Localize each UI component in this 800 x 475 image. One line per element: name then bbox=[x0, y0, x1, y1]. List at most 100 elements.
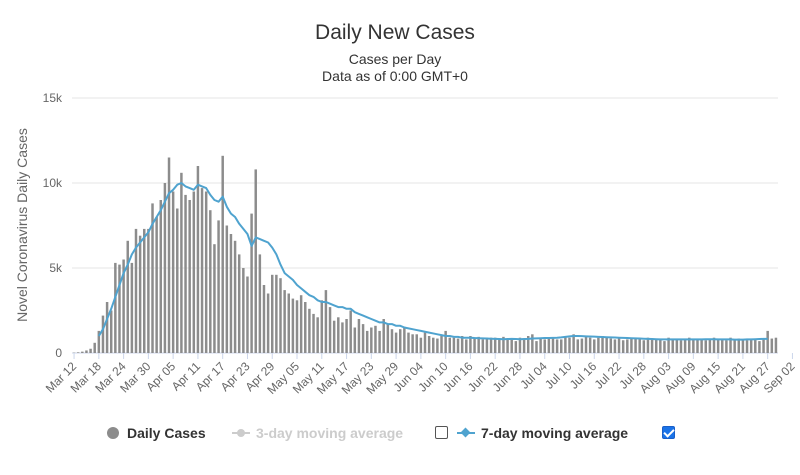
daily-cases-bar[interactable] bbox=[754, 338, 757, 353]
daily-cases-bar[interactable] bbox=[254, 169, 257, 353]
daily-cases-bar[interactable] bbox=[378, 330, 381, 353]
daily-cases-bar[interactable] bbox=[279, 278, 282, 353]
daily-cases-bar[interactable] bbox=[357, 319, 361, 353]
daily-cases-bar[interactable] bbox=[85, 350, 88, 353]
daily-cases-bar[interactable] bbox=[460, 336, 464, 353]
daily-cases-bar[interactable] bbox=[502, 336, 505, 353]
daily-cases-bar[interactable] bbox=[275, 274, 278, 353]
daily-cases-bar[interactable] bbox=[432, 337, 435, 353]
daily-cases-bar[interactable] bbox=[568, 337, 571, 353]
daily-cases-bar[interactable] bbox=[605, 337, 608, 353]
daily-cases-bar[interactable] bbox=[155, 217, 158, 353]
daily-cases-bar[interactable] bbox=[456, 338, 460, 353]
daily-cases-bar[interactable] bbox=[407, 332, 410, 353]
daily-cases-bar[interactable] bbox=[452, 337, 456, 353]
legend-3-day-average[interactable]: 3-day moving average bbox=[232, 420, 403, 446]
daily-cases-bar[interactable] bbox=[192, 191, 196, 354]
daily-cases-bar[interactable] bbox=[551, 338, 555, 353]
daily-cases-bar[interactable] bbox=[147, 228, 150, 353]
daily-cases-bar[interactable] bbox=[436, 338, 439, 353]
daily-cases-bar[interactable] bbox=[749, 339, 753, 353]
daily-cases-bar[interactable] bbox=[588, 337, 592, 353]
daily-cases-bar[interactable] bbox=[262, 285, 266, 353]
daily-cases-bar[interactable] bbox=[163, 183, 167, 353]
daily-cases-bar[interactable] bbox=[225, 225, 229, 354]
daily-cases-bar[interactable] bbox=[498, 339, 501, 353]
daily-cases-bar[interactable] bbox=[518, 337, 522, 353]
daily-cases-bar[interactable] bbox=[229, 234, 233, 353]
daily-cases-bar[interactable] bbox=[328, 307, 332, 353]
daily-cases-bar[interactable] bbox=[97, 330, 101, 353]
daily-cases-bar[interactable] bbox=[130, 262, 134, 353]
daily-cases-bar[interactable] bbox=[774, 337, 778, 353]
daily-cases-bar[interactable] bbox=[196, 166, 200, 353]
daily-cases-bar[interactable] bbox=[246, 276, 249, 354]
daily-cases-bar[interactable] bbox=[593, 339, 596, 353]
daily-cases-bar[interactable] bbox=[138, 235, 142, 353]
daily-cases-bar[interactable] bbox=[93, 342, 96, 353]
daily-cases-bar[interactable] bbox=[266, 293, 270, 354]
daily-cases-bar[interactable] bbox=[522, 339, 526, 353]
daily-cases-bar[interactable] bbox=[143, 228, 146, 353]
daily-cases-bar[interactable] bbox=[762, 339, 765, 353]
daily-cases-bar[interactable] bbox=[729, 337, 732, 353]
daily-cases-bar[interactable] bbox=[621, 340, 625, 353]
daily-cases-bar[interactable] bbox=[361, 324, 365, 353]
daily-cases-bar[interactable] bbox=[584, 336, 588, 353]
daily-cases-bar[interactable] bbox=[287, 293, 290, 354]
daily-cases-bar[interactable] bbox=[415, 334, 418, 353]
daily-cases-bar[interactable] bbox=[176, 208, 179, 354]
daily-cases-bar[interactable] bbox=[271, 274, 274, 353]
daily-cases-bar[interactable] bbox=[626, 339, 629, 353]
daily-cases-bar[interactable] bbox=[667, 337, 670, 353]
daily-cases-bar[interactable] bbox=[535, 341, 538, 353]
daily-cases-bar[interactable] bbox=[613, 339, 617, 353]
daily-cases-bar[interactable] bbox=[312, 313, 315, 353]
daily-cases-bar[interactable] bbox=[250, 213, 253, 353]
daily-cases-bar[interactable] bbox=[630, 337, 633, 353]
daily-cases-bar[interactable] bbox=[316, 317, 319, 353]
daily-cases-bar[interactable] bbox=[721, 339, 724, 353]
daily-cases-bar[interactable] bbox=[580, 338, 584, 353]
daily-cases-bar[interactable] bbox=[576, 339, 579, 353]
daily-cases-bar[interactable] bbox=[341, 322, 344, 353]
daily-cases-bar[interactable] bbox=[725, 340, 728, 353]
daily-cases-bar[interactable] bbox=[601, 336, 604, 353]
daily-cases-bar[interactable] bbox=[481, 339, 485, 353]
daily-cases-bar[interactable] bbox=[374, 325, 377, 353]
daily-cases-bar[interactable] bbox=[650, 338, 654, 353]
daily-cases-bar[interactable] bbox=[638, 339, 641, 353]
daily-cases-bar[interactable] bbox=[213, 244, 216, 353]
daily-cases-bar[interactable] bbox=[320, 300, 324, 353]
daily-cases-bar[interactable] bbox=[708, 339, 712, 353]
daily-cases-bar[interactable] bbox=[758, 341, 761, 353]
seven-day-average-line-path[interactable] bbox=[97, 182, 768, 341]
daily-cases-bar[interactable] bbox=[365, 330, 369, 353]
daily-cases-bar[interactable] bbox=[299, 295, 303, 353]
daily-cases-bar[interactable] bbox=[419, 337, 423, 353]
daily-cases-bar[interactable] bbox=[493, 337, 497, 353]
daily-cases-bar[interactable] bbox=[564, 336, 567, 353]
daily-cases-bar[interactable] bbox=[308, 308, 311, 353]
daily-cases-bar[interactable] bbox=[353, 327, 357, 354]
daily-cases-bar[interactable] bbox=[642, 340, 646, 353]
daily-cases-bar[interactable] bbox=[89, 348, 92, 353]
daily-cases-bar[interactable] bbox=[427, 336, 431, 353]
daily-cases-bar[interactable] bbox=[654, 339, 658, 353]
daily-cases-bar[interactable] bbox=[477, 336, 480, 353]
daily-cases-bar[interactable] bbox=[696, 339, 699, 353]
daily-cases-bar[interactable] bbox=[332, 320, 336, 353]
daily-cases-bar[interactable] bbox=[737, 338, 741, 353]
daily-cases-bar[interactable] bbox=[76, 352, 80, 353]
daily-cases-bar[interactable] bbox=[81, 351, 84, 353]
daily-cases-bar[interactable] bbox=[126, 240, 129, 353]
daily-cases-bar[interactable] bbox=[704, 340, 707, 353]
daily-cases-bar[interactable] bbox=[345, 319, 348, 353]
daily-cases-bar[interactable] bbox=[291, 298, 295, 353]
daily-cases-bar[interactable] bbox=[679, 340, 683, 353]
daily-cases-bar[interactable] bbox=[510, 338, 513, 353]
daily-cases-bar[interactable] bbox=[671, 338, 674, 353]
daily-cases-bar[interactable] bbox=[134, 228, 138, 353]
daily-cases-bar[interactable] bbox=[675, 339, 679, 353]
daily-cases-bar[interactable] bbox=[283, 290, 286, 353]
